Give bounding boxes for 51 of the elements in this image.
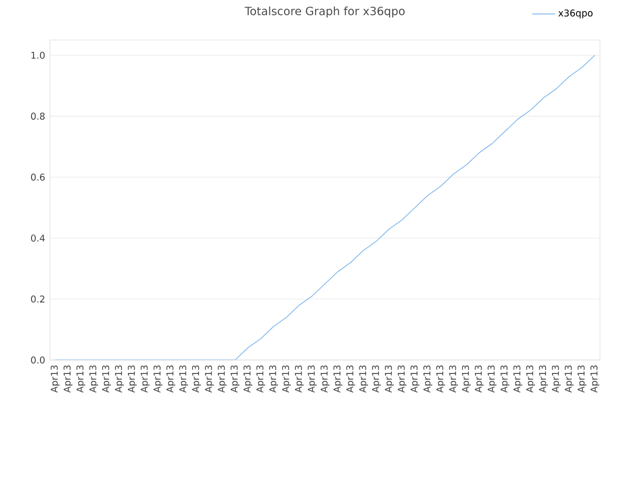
x-tick-label: Apr13: [76, 365, 86, 393]
x-tick-label: Apr13: [384, 365, 394, 393]
x-tick-label: Apr13: [423, 365, 432, 393]
x-tick-label: Apr13: [114, 365, 124, 393]
x-tick-label: Apr13: [64, 365, 72, 393]
x-tick-label: Apr13: [179, 365, 188, 393]
x-tick-label: Apr13: [372, 365, 381, 393]
x-tick-label: Apr13: [410, 365, 420, 393]
x-tick-label: Apr13: [218, 365, 227, 393]
x-tick-label: Apr13: [192, 365, 201, 393]
x-tick-label: Apr13: [578, 365, 586, 393]
x-tick-label: Apr13: [282, 365, 291, 393]
x-tick-label: Apr13: [204, 365, 214, 393]
x-tick-label: Apr13: [449, 365, 458, 393]
x-tick-label: Apr13: [256, 365, 266, 393]
x-tick-label: Apr13: [462, 365, 471, 393]
x-tick-label: Apr13: [230, 365, 240, 393]
y-tick-label: 0.0: [31, 356, 45, 364]
x-tick-label: Apr13: [89, 365, 98, 393]
x-tick-label: Apr13: [166, 365, 176, 393]
x-tick-label: Apr13: [308, 365, 317, 393]
x-tick-label: Apr13: [320, 365, 330, 393]
y-tick-label: 0.2: [31, 296, 44, 303]
x-tick-label: Apr13: [526, 365, 536, 393]
x-tick-label: Apr13: [128, 365, 137, 393]
x-tick-label: Apr13: [539, 365, 548, 393]
x-tick-label: Apr13: [436, 365, 446, 393]
x-tick-label: Apr13: [398, 365, 407, 393]
x-tick-label: Apr13: [474, 365, 484, 393]
y-tick-label: 0.6: [31, 174, 45, 181]
x-tick-label: Apr13: [50, 365, 60, 393]
y-tick-label: 0.8: [31, 112, 45, 120]
x-tick-label: Apr13: [243, 365, 252, 393]
x-tick-label: Apr13: [269, 365, 278, 393]
x-tick-label: Apr13: [513, 365, 522, 393]
x-tick-label: Apr13: [552, 365, 561, 393]
x-tick-label: Apr13: [500, 365, 510, 393]
x-tick-label: Apr13: [333, 365, 342, 393]
x-tick-label: Apr13: [590, 365, 600, 393]
x-tick-label: Apr13: [154, 365, 162, 393]
x-tick-label: Apr13: [140, 365, 150, 393]
legend-label: x36qpo: [558, 9, 593, 18]
x-tick-label: Apr13: [346, 365, 356, 393]
y-tick-label: 1.0: [31, 52, 45, 59]
x-tick-label: Apr13: [102, 365, 111, 393]
y-tick-label: 0.4: [31, 234, 45, 242]
x-tick-label: Apr13: [488, 365, 496, 393]
x-tick-label: Apr13: [294, 365, 304, 393]
x-tick-label: Apr13: [564, 365, 574, 393]
x-tick-label: Apr13: [359, 365, 368, 393]
chart-title: Totalscore Graph for x36qpo: [244, 6, 405, 18]
